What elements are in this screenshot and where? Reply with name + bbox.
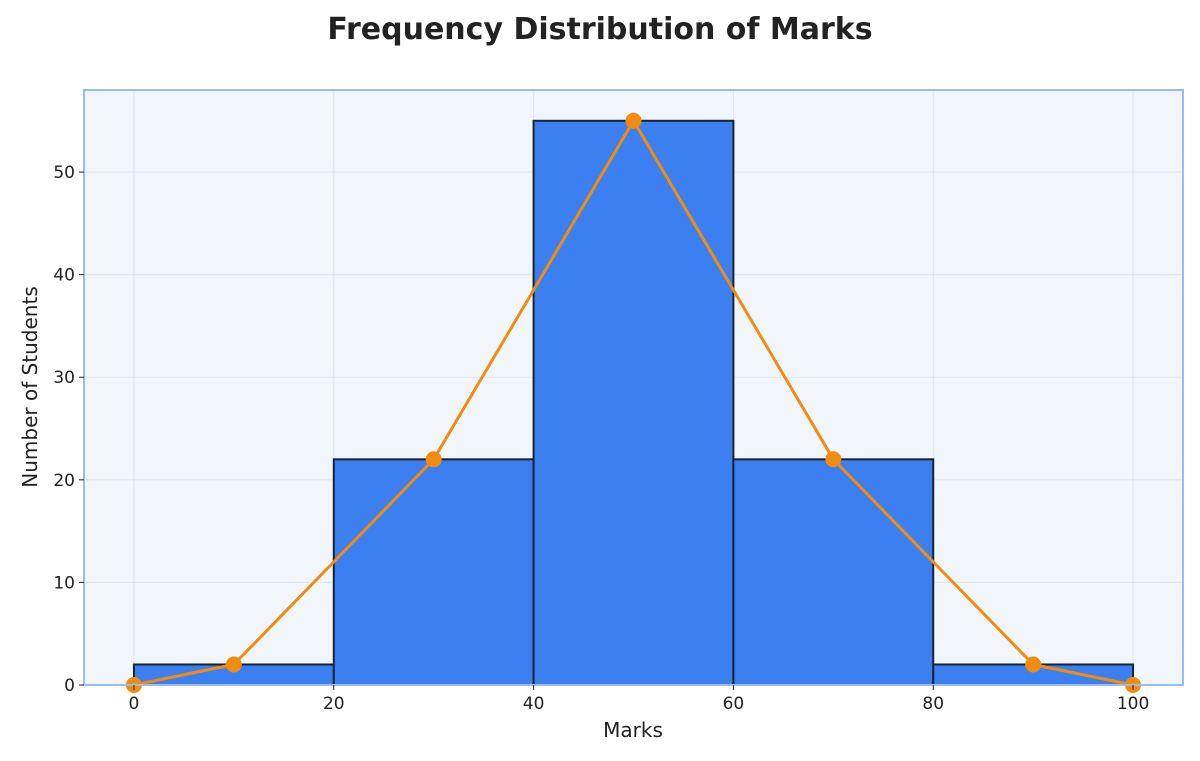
frequency-polygon-point	[625, 112, 642, 129]
x-tick-label: 60	[723, 694, 745, 714]
y-tick-label: 0	[64, 676, 75, 696]
y-tick-label: 30	[53, 368, 75, 388]
y-axis-label: Number of Students	[18, 286, 42, 488]
x-tick-label: 100	[1117, 694, 1149, 714]
histogram-bar	[332, 458, 535, 686]
frequency-polygon-point	[225, 656, 242, 673]
x-axis-label: Marks	[603, 718, 663, 742]
frequency-polygon-point	[825, 451, 842, 468]
frequency-polygon-point	[1025, 656, 1042, 673]
x-tick-label: 40	[523, 694, 545, 714]
x-tick-label: 80	[922, 694, 944, 714]
y-tick-label: 50	[53, 163, 75, 183]
y-tick-label: 20	[53, 471, 75, 491]
y-tick-label: 40	[53, 266, 75, 286]
histogram-bar	[732, 458, 935, 686]
chart-title: Frequency Distribution of Marks	[327, 12, 873, 47]
histogram-bar	[532, 119, 735, 686]
x-tick-label: 20	[323, 694, 345, 714]
frequency-polygon-point	[425, 451, 442, 468]
y-tick-label: 10	[53, 573, 75, 593]
plot-frame	[83, 89, 1184, 686]
x-tick-label: 0	[129, 694, 140, 714]
